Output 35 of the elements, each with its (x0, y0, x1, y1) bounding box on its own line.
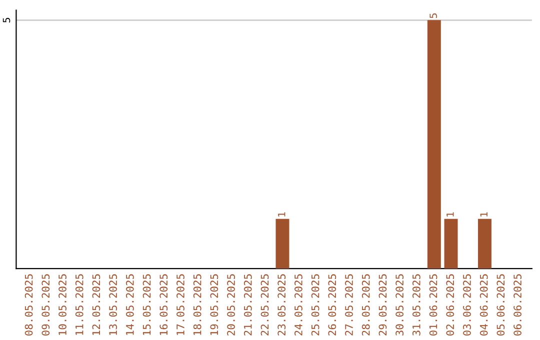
x-tick-label: 27.05.2025 (345, 274, 353, 336)
x-tick-label: 09.05.2025 (42, 274, 50, 336)
data-label: 1 (480, 212, 488, 216)
ref-line-label: 5 (2, 18, 10, 22)
x-tick-label: 05.06.2025 (496, 274, 505, 336)
x-tick-label: 17.05.2025 (176, 274, 184, 335)
x-tick-label: 22.05.2025 (260, 274, 269, 336)
x-tick-label: 26.05.2025 (328, 274, 336, 336)
x-tick-label: 03.06.2025 (463, 274, 471, 336)
x-tick-label: 08.05.2025 (24, 274, 33, 336)
x-tick-label: 18.05.2025 (193, 274, 202, 335)
x-tick-label: 01.06.2025 (429, 274, 438, 336)
x-tick-label: 19.05.2025 (210, 274, 218, 335)
x-tick-label: 29.05.2025 (378, 274, 387, 336)
data-label: 5 (430, 13, 437, 18)
x-tick-label: 20.05.2025 (227, 274, 235, 336)
data-label: 1 (446, 212, 454, 216)
x-tick-label: 04.06.2025 (480, 274, 488, 336)
x-tick-label: 28.05.2025 (362, 274, 370, 336)
x-tick-label: 15.05.2025 (142, 274, 151, 335)
x-tick-label: 24.05.2025 (294, 274, 302, 336)
x-tick-label: 21.05.2025 (244, 274, 252, 336)
x-tick-label: 16.05.2025 (160, 274, 168, 335)
x-tick-label: 02.06.2025 (446, 274, 454, 336)
x-tick-label: 10.05.2025 (58, 274, 66, 335)
x-tick-label: 12.05.2025 (92, 274, 100, 335)
x-tick-label: 13.05.2025 (109, 274, 117, 335)
data-label: 1 (278, 212, 286, 216)
x-tick-label: 14.05.2025 (126, 274, 134, 335)
x-tick-label: 30.05.2025 (396, 274, 404, 336)
x-tick-label: 25.05.2025 (311, 274, 320, 336)
x-tick-label: 06.06.2025 (514, 274, 522, 336)
x-tick-label: 11.05.2025 (75, 274, 84, 335)
x-tick-label: 23.05.2025 (278, 274, 286, 336)
x-tick-label: 31.05.2025 (412, 274, 420, 336)
